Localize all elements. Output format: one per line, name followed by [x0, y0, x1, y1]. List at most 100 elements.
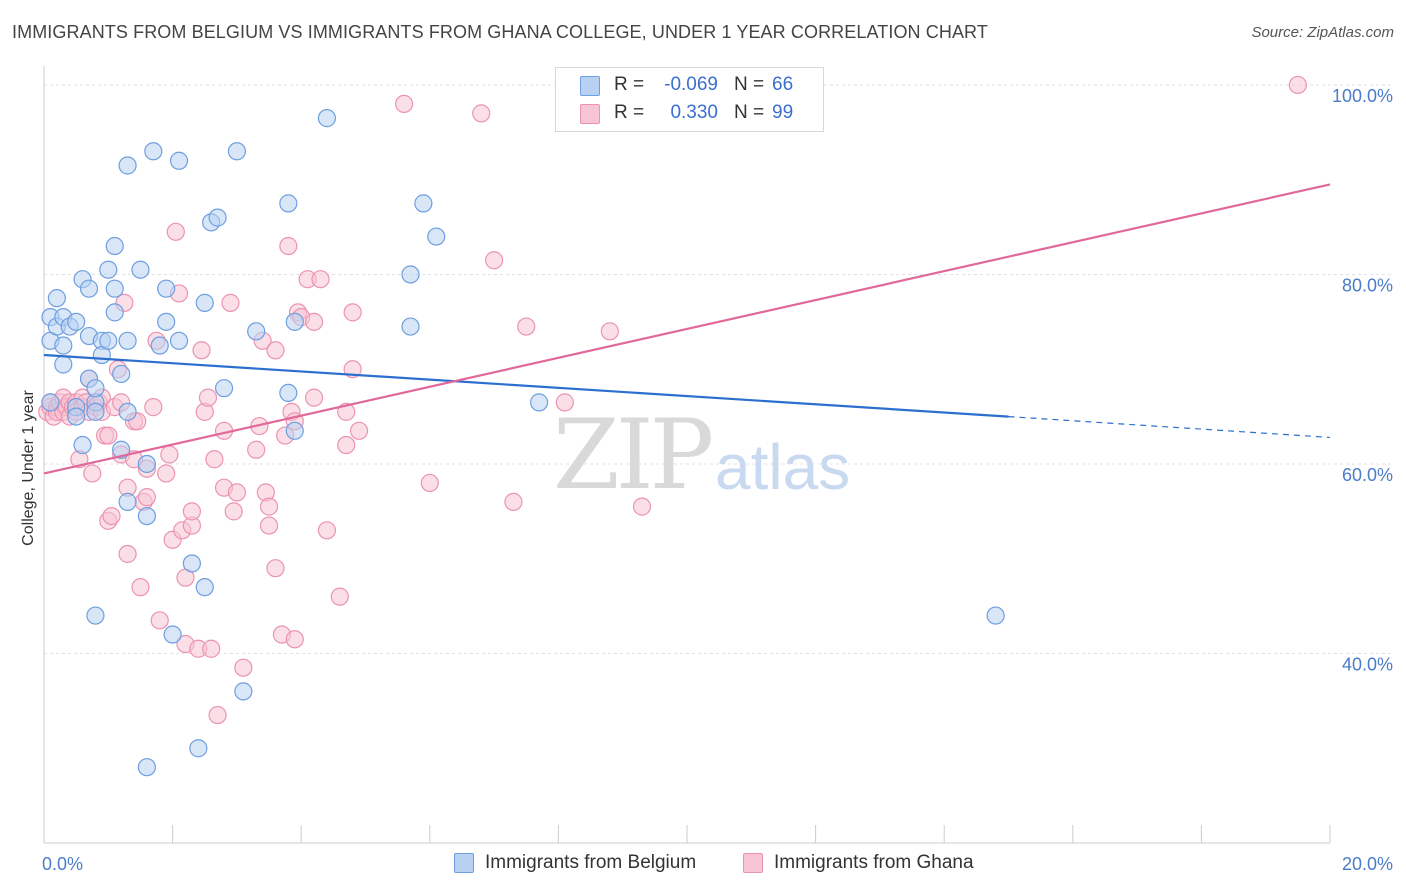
y-tick-label: 60.0%: [1342, 465, 1393, 485]
ghana-point: [349, 421, 369, 440]
belgium-point: [169, 331, 189, 350]
correlation-legend: R = -0.069 N = 66 R = 0.330 N = 99: [555, 67, 824, 132]
belgium-point: [67, 407, 86, 426]
ghana-legend-swatch: [743, 853, 763, 873]
belgium-point: [79, 279, 99, 298]
belgium-point: [234, 682, 253, 701]
r-value-belgium: -0.069: [664, 74, 718, 95]
ghana-point: [394, 94, 414, 114]
watermark-atlas: atlas: [715, 431, 850, 503]
belgium-point: [118, 402, 137, 421]
ghana-point: [337, 435, 356, 455]
y-tick-label: 100.0%: [1332, 86, 1393, 106]
belgium-point: [112, 440, 131, 459]
ghana-point: [266, 559, 285, 578]
belgium-point: [401, 317, 420, 336]
ghana-point: [311, 270, 330, 289]
ghana-point: [259, 497, 279, 516]
chart-title: IMMIGRANTS FROM BELGIUM VS IMMIGRANTS FR…: [12, 22, 988, 42]
belgium-trend-extension: [1008, 415, 1331, 439]
ghana-point: [160, 445, 179, 464]
ghana-point: [259, 516, 279, 535]
belgium-point: [137, 758, 156, 777]
n-value-ghana: 99: [772, 102, 794, 123]
belgium-point: [41, 393, 60, 412]
belgium-point: [189, 739, 208, 758]
belgium-point: [214, 379, 234, 398]
belgium-point: [118, 331, 137, 350]
belgium-point: [105, 303, 124, 322]
watermark: ZIP atlas: [553, 399, 850, 511]
belgium-point: [195, 578, 214, 597]
ghana-swatch: [580, 104, 600, 124]
ghana-point: [304, 312, 324, 331]
ghana-point: [157, 464, 176, 483]
belgium-point: [279, 383, 298, 403]
ghana-point: [485, 251, 504, 270]
watermark-zip: ZIP: [553, 399, 712, 511]
ghana-point: [234, 658, 253, 677]
ghana-point: [150, 611, 169, 630]
n-label: N =: [734, 74, 765, 95]
ghana-point: [224, 502, 243, 521]
belgium-point: [144, 142, 163, 161]
belgium-point: [118, 156, 137, 175]
r-label: R =: [614, 74, 645, 95]
r-value-ghana: 0.330: [670, 102, 718, 123]
belgium-point: [986, 606, 1005, 625]
ghana-point: [192, 341, 211, 360]
axes: [43, 66, 1331, 844]
belgium-series: [41, 109, 1005, 777]
belgium-trend-line: [43, 353, 1009, 418]
belgium-point: [54, 336, 73, 355]
belgium-point: [427, 227, 446, 246]
belgium-legend-swatch: [454, 853, 474, 873]
ghana-point: [504, 492, 523, 511]
ghana-legend-label: Immigrants from Ghana: [774, 852, 974, 873]
trend-lines: [43, 183, 1331, 475]
ghana-point: [517, 317, 536, 336]
ghana-point: [420, 473, 439, 493]
legend-row-ghana: R = 0.330 N = 99: [556, 100, 823, 128]
belgium-point: [118, 492, 137, 511]
ghana-point: [202, 639, 221, 658]
ghana-point: [198, 388, 218, 407]
n-value-belgium: 66: [772, 74, 794, 95]
belgium-point: [131, 260, 150, 279]
ghana-point: [137, 488, 156, 507]
gridlines: [44, 84, 1392, 654]
x-tick-label: 20.0%: [1342, 854, 1393, 874]
belgium-point: [67, 312, 86, 331]
belgium-point: [86, 606, 105, 625]
belgium-point: [112, 364, 131, 384]
ghana-point: [266, 341, 285, 360]
y-tick-label: 80.0%: [1342, 275, 1393, 295]
belgium-point: [169, 151, 189, 170]
ghana-point: [555, 393, 574, 412]
belgium-point: [54, 355, 73, 374]
belgium-point: [285, 312, 304, 331]
belgium-point: [157, 279, 176, 298]
belgium-point: [401, 265, 420, 284]
belgium-point: [47, 289, 66, 308]
n-label: N =: [734, 102, 765, 123]
ghana-point: [102, 506, 121, 526]
ghana-point: [131, 578, 150, 597]
belgium-legend-label: Immigrants from Belgium: [485, 852, 697, 873]
ghana-point: [205, 450, 224, 469]
ghana-point: [279, 236, 298, 256]
legend-row-belgium: R = -0.069 N = 66: [556, 72, 823, 100]
belgium-point: [99, 260, 118, 279]
belgium-point: [86, 379, 105, 398]
tick-labels: 40.0% 60.0% 80.0% 100.0% 0.0% 20.0%: [42, 86, 1393, 874]
ghana-point: [208, 705, 227, 725]
ghana-point: [144, 398, 163, 417]
belgium-point: [99, 331, 118, 350]
ghana-point: [330, 587, 349, 606]
belgium-point: [105, 236, 124, 256]
ghana-point: [285, 630, 304, 649]
belgium-point: [247, 322, 266, 341]
belgium-point: [137, 454, 156, 474]
belgium-point: [73, 435, 92, 455]
